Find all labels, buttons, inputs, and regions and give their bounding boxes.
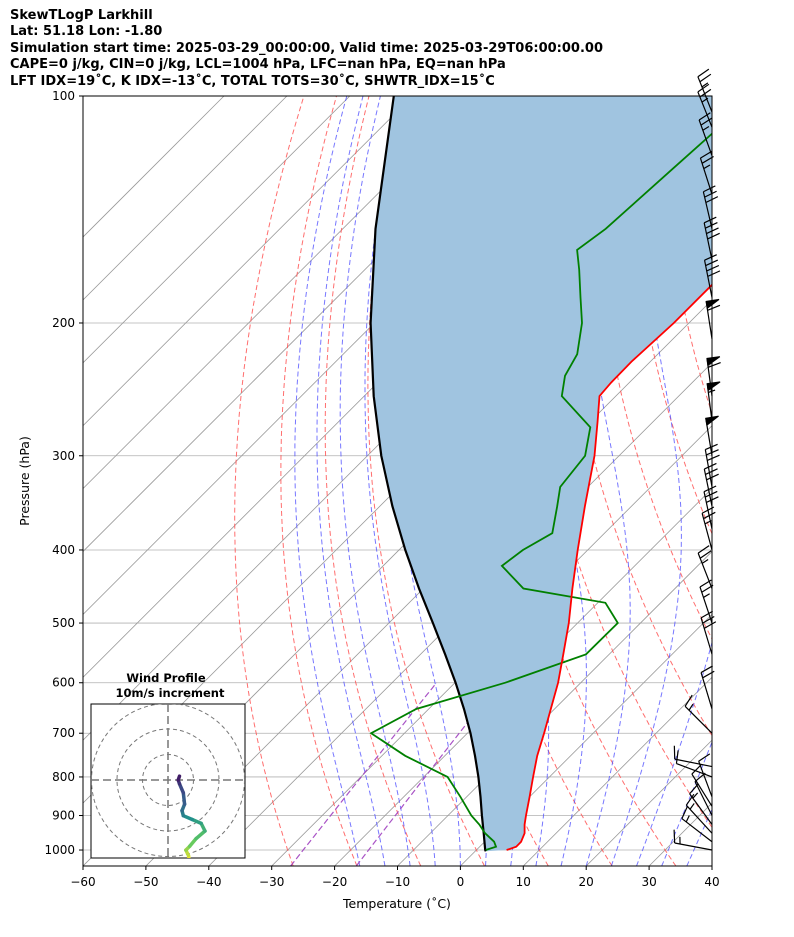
y-tick-label: 300 — [52, 449, 75, 463]
wind-barb — [697, 83, 713, 128]
indices-line-1: CAPE=0 j/kg, CIN=0 j/kg, LCL=1004 hPa, L… — [10, 57, 506, 73]
wind-barb — [697, 545, 713, 589]
y-tick-label: 800 — [52, 770, 75, 784]
chart-title: SkewTLogP Larkhill — [10, 8, 153, 23]
hodograph-title: Wind Profile — [126, 671, 206, 685]
wind-barb — [703, 462, 719, 507]
y-tick-label: 100 — [52, 89, 75, 103]
wind-barb — [698, 112, 713, 156]
dry-adiabat — [727, 96, 794, 866]
hodograph-segment — [181, 791, 187, 806]
isotherm — [83, 96, 225, 238]
header: SkewTLogP Larkhill Lat: 51.18 Lon: -1.80… — [10, 8, 790, 90]
y-tick-label: 700 — [52, 726, 75, 740]
wind-barb — [681, 806, 713, 843]
x-tick-label: 20 — [579, 875, 594, 889]
x-tick-label: −20 — [322, 875, 347, 889]
cin-cape-shading — [370, 96, 712, 852]
time-line: Simulation start time: 2025-03-29_00:00:… — [10, 40, 603, 56]
wind-barb — [685, 793, 713, 834]
isotherm — [334, 488, 712, 866]
x-tick-label: 0 — [457, 875, 465, 889]
dry-adiabat — [594, 96, 712, 640]
location-line: Lat: 51.18 Lon: -1.80 — [10, 24, 163, 40]
moist-adiabat — [316, 96, 386, 866]
wind-barb — [702, 185, 719, 229]
wind-barb — [703, 216, 720, 261]
wind-barb — [694, 772, 713, 816]
isotherm — [208, 362, 712, 866]
isotherm — [83, 96, 476, 490]
moist-adiabat — [610, 96, 682, 866]
wind-barb — [698, 753, 713, 798]
x-axis-label: Temperature (˚C) — [342, 896, 451, 911]
moist-adiabat — [579, 96, 631, 866]
moist-adiabat — [294, 96, 361, 866]
axes: −60 −50 −40 −30 −20 −10 0 10 20 30 40 100 200 300 400 5… — [44, 89, 719, 889]
y-tick-label: 400 — [52, 543, 75, 557]
dry-adiabat — [280, 96, 358, 866]
x-tick-label: −50 — [133, 875, 158, 889]
wind-barb — [697, 68, 713, 113]
hodograph-subtitle: 10m/s increment — [116, 686, 225, 700]
wind-barb — [684, 694, 713, 734]
dewpoint-line — [369, 132, 712, 851]
hodograph-rings — [91, 704, 245, 858]
hodograph-inset: Wind Profile 10m/s increment — [90, 671, 246, 859]
wind-barb — [705, 298, 721, 340]
y-tick-label: 600 — [52, 676, 75, 690]
parcel-profile-line — [369, 96, 487, 852]
dry-adiabat — [234, 96, 305, 866]
y-tick-label: 500 — [52, 616, 75, 630]
x-tick-label: −30 — [259, 875, 284, 889]
wind-barb — [703, 485, 719, 529]
wind-barbs — [673, 68, 721, 851]
isotherm — [460, 613, 712, 866]
y-tick-label: 1000 — [44, 843, 75, 857]
hodograph-trace — [176, 774, 207, 858]
temperature-line — [506, 283, 712, 851]
wind-barb — [675, 750, 713, 778]
profile-lines — [369, 96, 712, 852]
wind-barb — [706, 356, 721, 397]
y-tick-label: 900 — [52, 809, 75, 823]
isotherm — [83, 96, 413, 427]
x-tick-label: −60 — [70, 875, 95, 889]
indices-line-2: LFT IDX=19˚C, K IDX=-13˚C, TOTAL TOTS=30… — [10, 73, 495, 89]
isotherm — [711, 865, 712, 866]
moist-adiabat — [661, 740, 712, 866]
hodograph-segment — [176, 774, 182, 782]
dry-adiabat — [760, 96, 794, 866]
y-axis-label: Pressure (hPa) — [17, 436, 32, 526]
mixing-ratio-line — [290, 682, 437, 866]
isotherm — [523, 676, 712, 866]
isotherm — [83, 96, 351, 364]
moist-adiabat — [364, 96, 436, 866]
isotherm — [271, 425, 712, 866]
x-tick-label: 10 — [516, 875, 531, 889]
isotherm — [83, 96, 288, 301]
wind-barb — [673, 745, 713, 768]
x-tick-label: 30 — [641, 875, 656, 889]
dry-adiabat — [367, 96, 485, 866]
x-tick-label: −40 — [196, 875, 221, 889]
y-tick-label: 200 — [52, 316, 75, 330]
wind-barb — [673, 829, 713, 851]
moist-adiabat — [636, 96, 712, 866]
moist-adiabat — [339, 96, 411, 866]
wind-barb — [691, 764, 713, 807]
hodograph-segment — [194, 829, 207, 841]
wind-barb — [706, 381, 721, 422]
x-tick-label: 40 — [704, 875, 719, 889]
x-tick-label: −10 — [385, 875, 410, 889]
